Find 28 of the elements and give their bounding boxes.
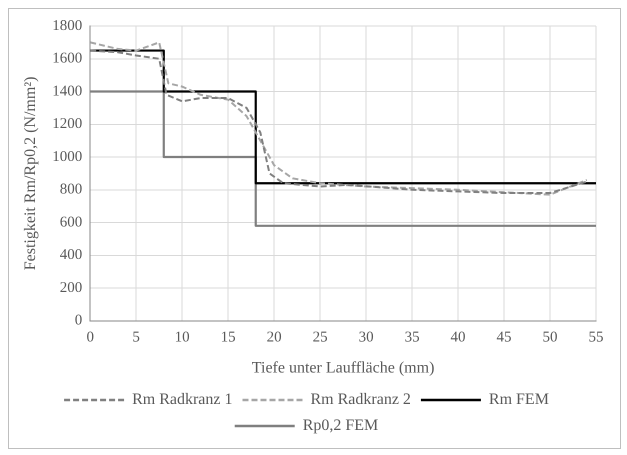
x-tick-label: 0 — [86, 330, 94, 346]
x-tick-label: 30 — [358, 330, 374, 346]
x-tick-label: 20 — [266, 330, 282, 346]
y-axis-title: Festigkeit Rm/Rp0,2 (N/mm²) — [22, 76, 39, 270]
legend-label: Rm Radkranz 1 — [132, 391, 232, 408]
legend-label: Rm Radkranz 2 — [310, 391, 411, 408]
x-tick-label: 5 — [132, 330, 140, 346]
y-tick-label: 1600 — [52, 50, 82, 67]
y-tick-label: 200 — [60, 280, 82, 296]
x-tick-label: 50 — [542, 330, 558, 346]
y-tick-label: 1400 — [52, 83, 82, 100]
y-tick-label: 800 — [60, 182, 82, 198]
y-tick-label: 400 — [60, 247, 82, 264]
x-axis-title: Tiefe unter Lauffläche (mm) — [252, 360, 434, 377]
y-tick-label: 600 — [60, 214, 82, 230]
x-tick-label: 15 — [220, 330, 236, 346]
x-tick-label: 55 — [588, 330, 604, 346]
x-tick-label: 25 — [312, 330, 328, 346]
legend-label: Rm FEM — [488, 391, 549, 408]
legend-label: Rp0,2 FEM — [302, 417, 378, 434]
y-tick-label: 1200 — [52, 116, 82, 132]
y-tick-label: 0 — [74, 312, 82, 329]
x-tick-label: 40 — [450, 330, 466, 346]
y-tick-label: 1800 — [52, 18, 82, 34]
x-tick-label: 10 — [174, 330, 190, 346]
x-tick-label: 45 — [496, 330, 512, 346]
y-tick-label: 1000 — [52, 148, 82, 165]
x-tick-label: 35 — [404, 330, 420, 346]
